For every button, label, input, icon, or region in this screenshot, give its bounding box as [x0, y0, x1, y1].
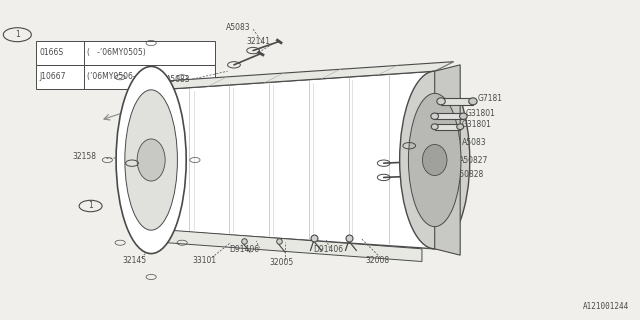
Text: 32141: 32141: [246, 37, 271, 46]
Text: 32008: 32008: [366, 256, 390, 265]
Text: FRONT: FRONT: [141, 97, 170, 106]
Text: 32145: 32145: [122, 256, 147, 265]
Text: 33101: 33101: [193, 256, 217, 265]
Ellipse shape: [431, 113, 438, 119]
Ellipse shape: [431, 124, 438, 130]
Polygon shape: [164, 230, 422, 261]
Text: (’06MY0506-    ): (’06MY0506- ): [88, 72, 148, 81]
FancyBboxPatch shape: [36, 65, 215, 89]
Polygon shape: [151, 62, 454, 90]
Text: G31801: G31801: [461, 120, 492, 129]
Ellipse shape: [468, 98, 477, 105]
Text: A50827: A50827: [459, 156, 488, 164]
Text: 1: 1: [15, 30, 20, 39]
Text: A5083: A5083: [226, 23, 250, 32]
Text: D91406: D91406: [230, 245, 260, 254]
Text: D91406: D91406: [314, 245, 344, 254]
Ellipse shape: [116, 67, 186, 253]
Ellipse shape: [408, 93, 461, 227]
Text: G7181: G7181: [478, 94, 503, 103]
Text: 1: 1: [88, 202, 93, 211]
Ellipse shape: [137, 139, 165, 181]
FancyBboxPatch shape: [36, 41, 215, 65]
Text: G31801: G31801: [465, 109, 495, 118]
Ellipse shape: [422, 144, 447, 176]
Ellipse shape: [457, 124, 463, 130]
Text: A5083: A5083: [461, 138, 486, 148]
Ellipse shape: [125, 90, 177, 230]
Text: A121001244: A121001244: [583, 302, 629, 311]
Polygon shape: [435, 65, 460, 255]
Text: A50828: A50828: [455, 170, 484, 179]
Text: A5083: A5083: [166, 75, 191, 84]
Ellipse shape: [437, 98, 445, 105]
Text: 32158: 32158: [73, 152, 97, 161]
Text: (   -’06MY0505): ( -’06MY0505): [88, 48, 146, 57]
FancyBboxPatch shape: [435, 113, 463, 119]
Ellipse shape: [460, 113, 467, 119]
FancyBboxPatch shape: [435, 124, 460, 130]
Text: 32005: 32005: [269, 258, 293, 267]
FancyBboxPatch shape: [441, 98, 473, 105]
Ellipse shape: [399, 71, 470, 249]
Polygon shape: [151, 71, 435, 249]
Text: 0166S: 0166S: [40, 48, 64, 57]
Text: J10667: J10667: [40, 72, 66, 81]
